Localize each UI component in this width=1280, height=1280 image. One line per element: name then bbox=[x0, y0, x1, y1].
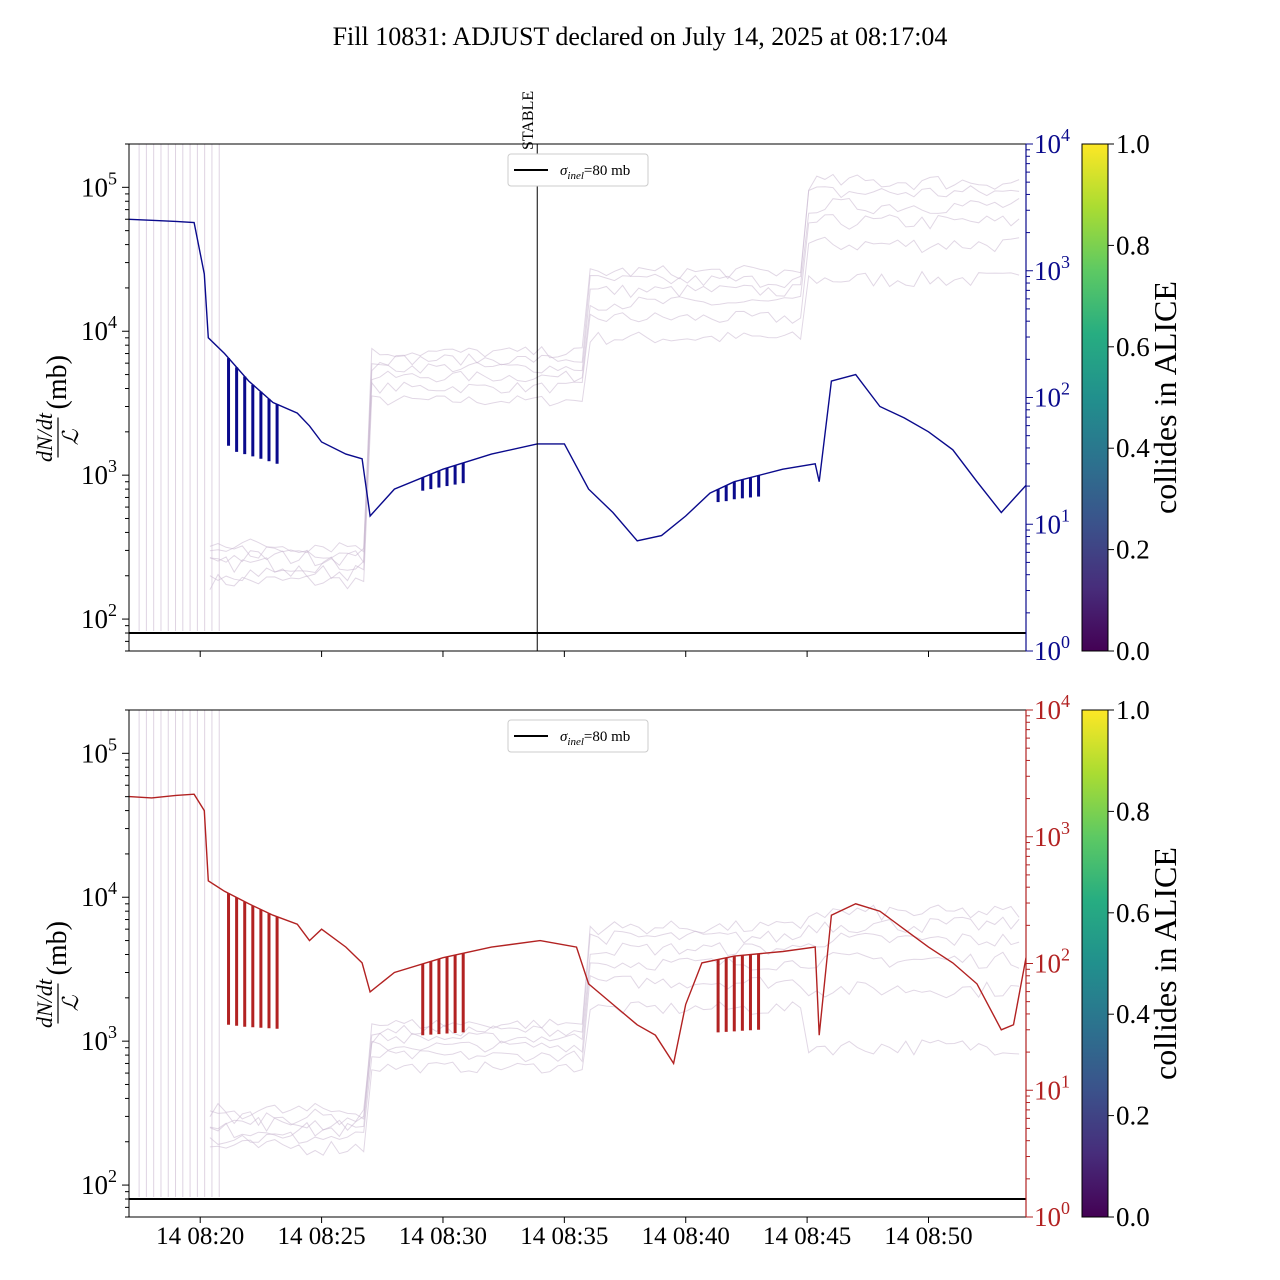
background-bunch-trace bbox=[209, 932, 1020, 1132]
x-tick-label: 14 08:35 bbox=[520, 1223, 608, 1250]
background-bunch-trace bbox=[209, 214, 1020, 574]
top-panel: STABLE 102 103 104 105 dN/dt ℒ (mb) 100 101 102 103… bbox=[32, 91, 1070, 666]
colorbar-tick-label: 0.8 bbox=[1116, 230, 1150, 260]
colorbar-tick-label: 0.2 bbox=[1116, 1101, 1150, 1131]
colorbar-tick-label: 0.0 bbox=[1116, 1202, 1150, 1232]
y-label-unit: (mb) bbox=[42, 921, 73, 975]
colorbar-tick-label: 0.8 bbox=[1116, 796, 1150, 826]
y-tick-label: 105 bbox=[81, 168, 117, 202]
legend-label: σinel=80 mb bbox=[560, 163, 630, 182]
background-bunch-trace bbox=[209, 236, 1020, 582]
figure-title: Fill 10831: ADJUST declared on July 14, … bbox=[333, 22, 948, 51]
y-tick-label: 102 bbox=[81, 600, 117, 634]
colorbar-tick-label: 0.6 bbox=[1116, 898, 1150, 928]
bottom-panel: 102 103 104 105 dN/dt ℒ (mb) 100 101 102 103 104 14 … bbox=[32, 691, 1070, 1250]
y-axis-label: dN/dt ℒ (mb) bbox=[32, 921, 83, 1028]
background-bunch-trace bbox=[209, 173, 1020, 554]
y-axis-label: dN/dt ℒ (mb) bbox=[32, 355, 83, 462]
right-tick-label: 101 bbox=[1034, 505, 1070, 539]
y-tick-label: 105 bbox=[81, 734, 117, 768]
background-bunch-trace bbox=[209, 974, 1020, 1145]
series-line bbox=[129, 218, 1026, 542]
colorbar-tick-label: 1.0 bbox=[1116, 695, 1150, 725]
colorbar-tick-label: 0.2 bbox=[1116, 535, 1150, 565]
right-y-axis: 100 101 102 103 104 bbox=[1025, 691, 1070, 1232]
stable-marker-label: STABLE bbox=[520, 91, 537, 150]
legend-label: σinel=80 mb bbox=[560, 729, 630, 748]
y-tick-label: 102 bbox=[81, 1166, 117, 1200]
y-tick-label: 104 bbox=[81, 878, 117, 912]
legend: σinel=80 mb bbox=[507, 719, 649, 753]
right-tick-label: 100 bbox=[1034, 632, 1070, 666]
right-tick-label: 102 bbox=[1034, 379, 1070, 413]
right-tick-label: 103 bbox=[1034, 818, 1070, 852]
y-label-unit: (mb) bbox=[42, 355, 73, 409]
colorbar-tick-label: 0.4 bbox=[1116, 433, 1150, 463]
background-bunch-trace bbox=[209, 904, 1020, 1120]
x-tick-label: 14 08:25 bbox=[277, 1223, 365, 1250]
y-label-denominator: ℒ bbox=[58, 994, 83, 1011]
colorbar-bottom: 0.0 0.2 0.4 0.6 0.8 1.0 collides in ALICE bbox=[1081, 695, 1183, 1232]
right-tick-label: 104 bbox=[1034, 691, 1070, 725]
colorbar-tick-label: 0.4 bbox=[1116, 999, 1150, 1029]
colorbar-gradient bbox=[1081, 709, 1109, 1218]
background-bunch-trace bbox=[209, 185, 1020, 559]
colorbar-tick-label: 1.0 bbox=[1116, 129, 1150, 159]
background-bunch-trace bbox=[209, 916, 1020, 1127]
right-tick-label: 104 bbox=[1034, 125, 1070, 159]
colorbar-gradient bbox=[1081, 143, 1109, 652]
x-axis: 14 08:20 14 08:25 14 08:30 14 08:35 14 08:40… bbox=[156, 1217, 973, 1250]
y-tick-label: 103 bbox=[81, 456, 117, 490]
axes-frame bbox=[128, 709, 1027, 1218]
colorbar-label: collides in ALICE bbox=[1147, 281, 1183, 514]
x-axis bbox=[199, 651, 929, 657]
axes-frame bbox=[128, 143, 1027, 652]
legend: σinel=80 mb bbox=[507, 153, 649, 187]
y-tick-label: 104 bbox=[81, 312, 117, 346]
colorbar-tick-label: 0.0 bbox=[1116, 636, 1150, 666]
y-label-numerator: dN/dt bbox=[32, 412, 57, 462]
left-y-axis: 102 103 104 105 bbox=[81, 143, 129, 652]
background-bunch-traces bbox=[138, 144, 1020, 631]
right-y-axis: 100 101 102 103 104 bbox=[1025, 125, 1070, 666]
colorbar-top: 0.0 0.2 0.4 0.6 0.8 1.0 collides in ALICE bbox=[1081, 129, 1183, 666]
legend-box bbox=[507, 719, 649, 753]
right-tick-label: 101 bbox=[1034, 1071, 1070, 1105]
background-bunch-trace bbox=[209, 951, 1020, 1139]
plot-area bbox=[129, 144, 1026, 635]
x-tick-label: 14 08:50 bbox=[884, 1223, 972, 1250]
x-tick-label: 14 08:40 bbox=[642, 1223, 730, 1250]
colorbar-label: collides in ALICE bbox=[1147, 847, 1183, 1080]
y-label-denominator: ℒ bbox=[58, 428, 83, 445]
x-tick-label: 14 08:30 bbox=[399, 1223, 487, 1250]
plot-area bbox=[129, 710, 1026, 1201]
x-tick-label: 14 08:20 bbox=[156, 1223, 244, 1250]
left-y-axis: 102 103 104 105 bbox=[81, 709, 129, 1218]
y-tick-label: 103 bbox=[81, 1022, 117, 1056]
right-tick-label: 103 bbox=[1034, 252, 1070, 286]
right-tick-label: 102 bbox=[1034, 945, 1070, 979]
x-tick-label: 14 08:45 bbox=[763, 1223, 851, 1250]
right-tick-label: 100 bbox=[1034, 1198, 1070, 1232]
background-bunch-trace bbox=[209, 1001, 1020, 1156]
y-label-numerator: dN/dt bbox=[32, 978, 57, 1028]
series-line bbox=[129, 793, 1026, 1066]
background-bunch-trace bbox=[209, 197, 1020, 567]
legend-box bbox=[507, 153, 649, 187]
background-bunch-trace bbox=[209, 270, 1020, 590]
background-bunch-traces bbox=[138, 710, 1020, 1197]
colorbar-tick-label: 0.6 bbox=[1116, 332, 1150, 362]
